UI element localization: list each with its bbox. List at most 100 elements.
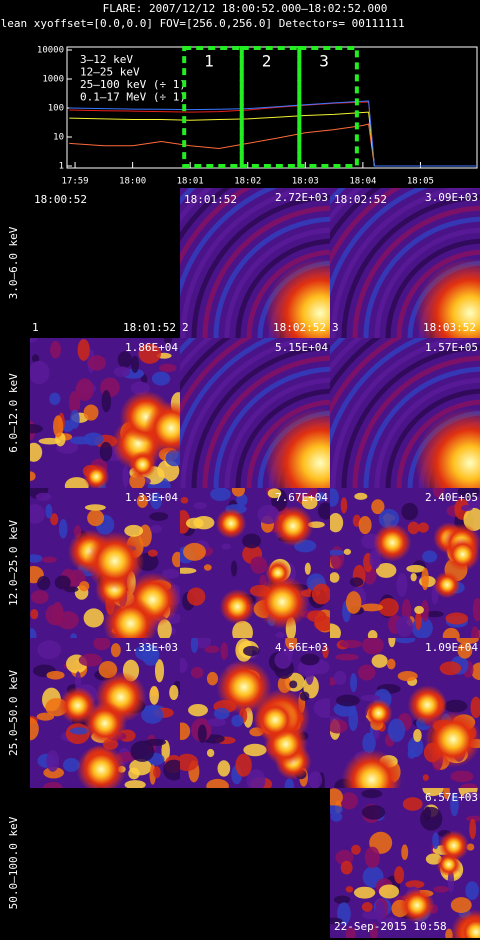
image-source <box>255 574 310 629</box>
image-blob <box>401 844 409 861</box>
image-source <box>399 887 435 923</box>
panel-end: 18:02:52 <box>273 321 326 334</box>
image-blob <box>187 587 206 606</box>
image-blob <box>413 729 422 743</box>
image-blob <box>330 805 344 815</box>
image-blob <box>387 718 406 742</box>
image-blob <box>330 812 343 822</box>
panel-max: 6.57E+03 <box>425 791 478 804</box>
image-blob <box>180 510 191 534</box>
image-blob <box>51 601 64 626</box>
image-blob <box>75 378 94 401</box>
interval-box <box>239 46 302 168</box>
image-blob <box>358 515 372 535</box>
panel-max: 5.15E+04 <box>275 341 328 354</box>
image-blob <box>407 521 420 535</box>
image-blob <box>322 644 329 659</box>
image-blob <box>313 615 330 632</box>
panel-end: 18:01:52 <box>123 321 176 334</box>
image-source <box>415 258 480 338</box>
y-tick-label: 1 <box>59 162 64 172</box>
image-blob <box>335 849 354 866</box>
panel-max: 1.09E+04 <box>425 641 478 654</box>
x-tick-label: 18:00 <box>119 177 146 187</box>
image-blob <box>138 343 162 364</box>
image-blob <box>361 789 383 799</box>
image-blob <box>190 666 204 679</box>
image-blob <box>180 567 197 574</box>
image-blob <box>361 902 373 912</box>
image-blob <box>414 605 424 614</box>
row-label: 6.0–12.0 keV <box>7 373 20 453</box>
image-blob <box>194 638 212 649</box>
image-source <box>364 699 393 728</box>
image-blob <box>450 770 474 783</box>
row-label: 25.0–50.0 keV <box>7 670 20 756</box>
image-blob <box>330 917 343 925</box>
image-blob <box>340 792 358 810</box>
panel-max: 7.67E+04 <box>275 491 328 504</box>
image-blob <box>420 806 443 831</box>
image-panel <box>330 788 480 938</box>
image-blob <box>432 832 439 850</box>
image-panel <box>330 188 480 338</box>
image-blob <box>136 494 148 508</box>
image-blob <box>83 404 99 421</box>
image-blob <box>267 488 282 499</box>
series-line <box>69 100 478 167</box>
image-blob <box>206 778 229 788</box>
image-source <box>144 401 180 455</box>
image-blob <box>50 340 62 359</box>
image-blob <box>463 792 480 800</box>
image-blob <box>333 670 347 685</box>
image-blob <box>231 714 244 727</box>
image-blob <box>466 815 480 822</box>
image-blob <box>78 653 103 667</box>
y-tick-label: 100 <box>48 104 64 114</box>
image-source <box>425 711 480 768</box>
image-blob <box>46 670 65 680</box>
image-blob <box>457 642 473 659</box>
image-source <box>407 685 448 725</box>
image-blob <box>43 767 65 779</box>
image-source <box>85 531 145 591</box>
image-blob <box>443 788 450 800</box>
image-blob <box>361 805 386 820</box>
image-blob <box>64 477 89 488</box>
title: FLARE: 2007/12/12 18:00:52.000–18:02:52.… <box>103 2 388 15</box>
image-blob <box>275 632 286 638</box>
image-blob <box>147 549 158 557</box>
y-tick-label: 10 <box>53 133 64 143</box>
info: clean xyoffset=[0.0,0.0] FOV=[256.0,256.… <box>0 17 405 30</box>
image-blob <box>31 354 40 363</box>
row-label: 12.0–25.0 keV <box>7 520 20 606</box>
image-blob <box>30 338 38 343</box>
image-blob <box>343 548 352 555</box>
image-blob <box>410 572 417 582</box>
image-blob <box>101 390 112 413</box>
image-blob <box>394 866 405 884</box>
image-blob <box>169 685 179 701</box>
image-blob <box>335 694 360 707</box>
image-blob <box>130 740 155 762</box>
image-blob <box>163 338 173 345</box>
image-blob <box>433 886 449 893</box>
image-blob <box>375 900 385 924</box>
image-source <box>216 659 272 715</box>
panel-max: 3.09E+03 <box>425 191 478 204</box>
image-blob <box>37 640 61 660</box>
x-tick-label: 18:05 <box>407 177 434 187</box>
image-blob <box>150 525 162 534</box>
legend-entry: 0.1–17 MeV (÷ 1) <box>80 91 186 104</box>
image-blob <box>204 645 220 653</box>
panel-max: 4.56E+03 <box>275 641 328 654</box>
image-blob <box>350 673 358 693</box>
image-blob <box>370 922 378 938</box>
legend-entry: 3–12 keV <box>80 53 133 66</box>
image-blob <box>421 599 429 622</box>
image-blob <box>395 615 414 637</box>
image-blob <box>221 543 232 550</box>
image-blob <box>149 512 169 521</box>
image-blob <box>358 664 376 681</box>
